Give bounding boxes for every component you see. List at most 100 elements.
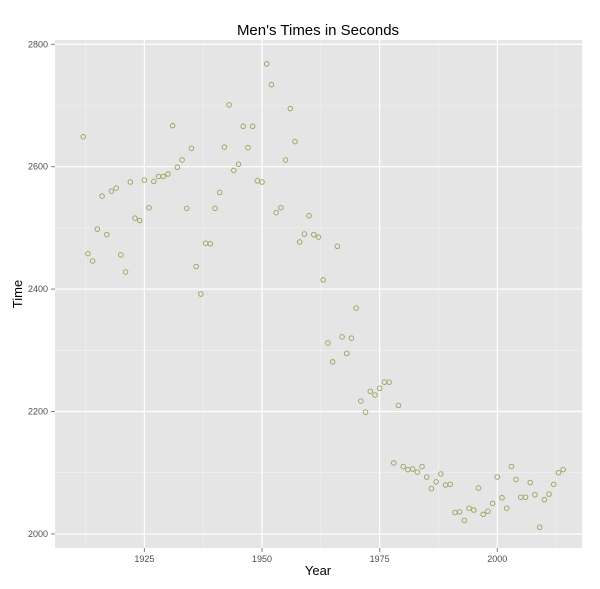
y-tick-label: 2800 xyxy=(28,39,48,49)
data-point xyxy=(532,492,538,498)
data-point xyxy=(85,250,91,257)
data-point xyxy=(536,524,543,530)
data-point xyxy=(165,171,171,177)
data-point xyxy=(296,239,303,245)
data-point xyxy=(169,122,176,129)
data-point xyxy=(179,157,185,163)
data-point xyxy=(376,385,383,392)
data-point xyxy=(245,144,251,151)
data-point xyxy=(212,205,218,212)
data-point xyxy=(466,505,472,511)
data-point xyxy=(132,215,138,221)
data-point xyxy=(240,123,246,130)
data-point xyxy=(372,392,378,398)
data-point xyxy=(400,463,406,470)
data-point xyxy=(320,277,326,283)
data-point xyxy=(485,508,491,515)
data-point xyxy=(419,463,425,470)
data-point xyxy=(146,204,152,211)
data-point xyxy=(306,212,312,219)
data-point xyxy=(292,138,298,145)
y-tick-label: 2000 xyxy=(28,529,48,539)
data-point xyxy=(108,188,115,194)
data-point xyxy=(329,359,336,365)
plot-panel xyxy=(55,40,582,548)
y-tick-label: 2400 xyxy=(28,284,48,294)
data-point xyxy=(494,474,501,480)
data-point xyxy=(127,179,134,185)
data-point xyxy=(94,226,101,232)
data-point xyxy=(207,241,214,247)
data-point xyxy=(391,460,397,466)
data-point xyxy=(541,496,548,503)
data-point xyxy=(122,269,129,275)
data-point xyxy=(334,243,341,250)
data-point xyxy=(231,167,237,174)
data-point xyxy=(198,291,204,297)
data-point xyxy=(348,335,355,341)
x-tick-label: 2000 xyxy=(487,554,507,564)
data-point xyxy=(438,471,444,477)
data-point xyxy=(489,500,496,507)
data-point xyxy=(513,476,519,483)
data-point xyxy=(560,466,566,473)
data-point xyxy=(282,157,289,163)
data-point xyxy=(278,204,284,211)
data-point xyxy=(423,474,430,480)
chart-title: Men's Times in Seconds xyxy=(237,22,399,39)
data-point xyxy=(118,252,124,258)
data-point xyxy=(433,479,439,485)
data-point xyxy=(249,123,256,130)
data-point xyxy=(188,145,195,152)
data-point xyxy=(367,388,374,395)
data-point xyxy=(80,133,86,140)
data-point xyxy=(414,469,421,475)
x-axis-title: Year xyxy=(305,563,332,578)
x-tick-label: 1925 xyxy=(134,554,154,564)
x-tick-label: 1950 xyxy=(252,554,272,564)
data-point xyxy=(475,485,482,491)
data-point xyxy=(503,505,510,511)
data-point xyxy=(226,102,232,108)
data-point xyxy=(508,463,515,470)
x-tick-label: 1975 xyxy=(370,554,390,564)
data-point xyxy=(235,161,242,167)
data-point xyxy=(339,334,345,340)
data-point xyxy=(428,485,435,492)
x-axis-ticks: 1925 1950 1975 2000 xyxy=(134,548,507,564)
data-point xyxy=(113,185,119,191)
data-point xyxy=(395,402,402,409)
data-point xyxy=(216,189,223,196)
y-tick-label: 2200 xyxy=(28,407,48,417)
data-point xyxy=(301,231,308,237)
data-point xyxy=(221,144,228,150)
data-point xyxy=(99,193,105,199)
data-point xyxy=(456,509,463,515)
data-point xyxy=(259,179,265,185)
data-point xyxy=(311,231,317,238)
data-point xyxy=(183,205,190,212)
data-point xyxy=(268,81,275,88)
y-axis-title: Time xyxy=(10,280,25,308)
data-point xyxy=(151,178,157,185)
data-point xyxy=(551,481,557,488)
data-point xyxy=(499,495,505,501)
data-point xyxy=(522,494,529,500)
data-point xyxy=(409,466,416,472)
data-point xyxy=(358,398,364,404)
data-point xyxy=(362,409,369,415)
data-point xyxy=(141,177,148,183)
data-point xyxy=(447,481,454,488)
data-point xyxy=(386,379,392,385)
data-point xyxy=(527,479,533,486)
y-axis-ticks: 2000 2200 2400 2600 2800 xyxy=(28,39,55,539)
data-point xyxy=(325,340,331,346)
data-point xyxy=(193,263,199,270)
data-point xyxy=(174,164,181,171)
data-point xyxy=(273,209,279,216)
data-point xyxy=(315,234,322,240)
data-point xyxy=(480,511,486,518)
data-point xyxy=(555,469,562,476)
data-point xyxy=(160,173,166,180)
